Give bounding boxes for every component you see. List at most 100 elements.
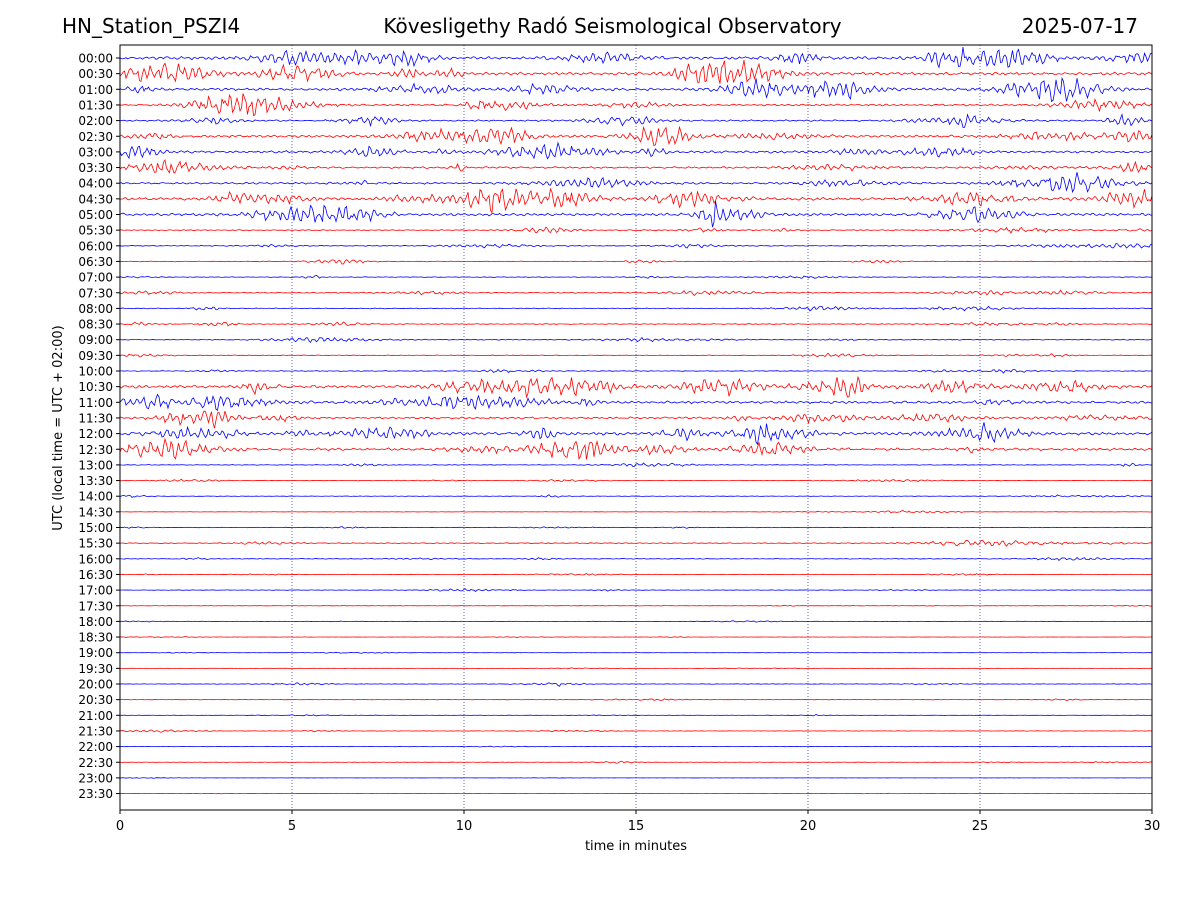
x-tick-label: 5 (288, 819, 296, 834)
y-tick-label: 12:00 (78, 427, 113, 441)
trace-line (119, 698, 1153, 701)
trace-line (119, 59, 1153, 84)
y-axis-label: UTC (local time = UTC + 02:00) (51, 325, 66, 530)
trace-line (119, 556, 1153, 562)
x-tick-label: 0 (116, 819, 124, 834)
y-tick-label: 07:30 (78, 286, 113, 300)
y-tick-label: 09:00 (78, 333, 113, 347)
y-tick-label: 12:30 (78, 443, 113, 457)
trace-line (119, 275, 1153, 279)
trace-line (119, 682, 1153, 687)
trace-line (119, 226, 1153, 234)
trace-line (119, 510, 1153, 514)
y-tick-label: 07:00 (78, 271, 113, 285)
station-name: HN_Station_PSZI4 (62, 14, 241, 38)
trace-line (119, 636, 1153, 638)
trace-line (119, 243, 1153, 249)
y-tick-label: 23:00 (78, 771, 113, 785)
y-tick-label: 08:30 (78, 318, 113, 332)
y-tick-label: 23:30 (78, 787, 113, 801)
trace-line (119, 113, 1153, 128)
trace-line (119, 667, 1153, 670)
trace-line (119, 588, 1153, 592)
y-tick-label: 20:00 (78, 678, 113, 692)
trace-line (119, 393, 1153, 411)
y-tick-label: 05:00 (78, 208, 113, 222)
vertical-grid (291, 45, 981, 810)
trace-line (119, 620, 1153, 623)
y-tick-label: 03:00 (78, 145, 113, 159)
trace-line (119, 47, 1153, 69)
y-tick-label: 18:00 (78, 615, 113, 629)
trace-line (119, 539, 1153, 547)
trace-line (119, 321, 1153, 327)
y-tick-label: 17:30 (78, 599, 113, 613)
trace-line (119, 289, 1153, 297)
trace-line (119, 760, 1153, 764)
y-tick-label: 01:30 (78, 98, 113, 112)
y-tick-label: 22:00 (78, 740, 113, 754)
trace-line (119, 187, 1153, 214)
y-tick-label: 18:30 (78, 631, 113, 645)
trace-line (119, 745, 1153, 748)
trace-line (119, 526, 1153, 529)
y-tick-label: 00:30 (78, 67, 113, 81)
trace-line (119, 259, 1153, 265)
trace-line (119, 437, 1153, 461)
y-tick-label: 04:30 (78, 192, 113, 206)
trace-line (119, 93, 1153, 117)
y-tick-label: 13:00 (78, 458, 113, 472)
y-tick-label: 10:30 (78, 380, 113, 394)
y-tick-label: 01:00 (78, 83, 113, 97)
trace-line (119, 777, 1153, 779)
y-tick-label: 14:30 (78, 505, 113, 519)
x-tick-label: 25 (972, 819, 989, 834)
y-tick-label: 16:00 (78, 552, 113, 566)
y-tick-label: 21:30 (78, 724, 113, 738)
trace-line (119, 352, 1153, 358)
y-tick-label: 20:30 (78, 693, 113, 707)
trace-line (119, 714, 1153, 717)
chart-date: 2025-07-17 (1021, 14, 1138, 38)
y-tick-label: 10:00 (78, 365, 113, 379)
x-tick-label: 10 (456, 819, 473, 834)
x-tick-label: 30 (1144, 819, 1161, 834)
y-tick-label: 02:30 (78, 130, 113, 144)
trace-line (119, 604, 1153, 607)
y-tick-label: 11:00 (78, 396, 113, 410)
y-tick-label: 15:30 (78, 537, 113, 551)
y-tick-label: 03:30 (78, 161, 113, 175)
trace-line (119, 375, 1153, 399)
y-tick-label: 06:00 (78, 239, 113, 253)
trace-line (119, 125, 1153, 147)
y-tick-label: 09:30 (78, 349, 113, 363)
x-axis-label: time in minutes (585, 839, 687, 854)
y-tick-label: 13:30 (78, 474, 113, 488)
observatory-title: Kövesligethy Radó Seismological Observat… (383, 14, 842, 38)
y-tick-label: 15:00 (78, 521, 113, 535)
seismic-traces (119, 47, 1153, 795)
y-tick-label: 08:00 (78, 302, 113, 316)
trace-line (119, 422, 1153, 446)
y-tick-label: 16:30 (78, 568, 113, 582)
y-tick-label: 04:00 (78, 177, 113, 191)
trace-line (119, 478, 1153, 483)
trace-line (119, 76, 1153, 103)
y-tick-label: 21:00 (78, 709, 113, 723)
y-tick-label: 17:00 (78, 584, 113, 598)
y-tick-label: 19:00 (78, 646, 113, 660)
trace-line (119, 158, 1153, 174)
y-tick-label: 11:30 (78, 411, 113, 425)
y-tick-label: 06:30 (78, 255, 113, 269)
trace-line (119, 494, 1153, 498)
trace-line (119, 368, 1153, 374)
y-tick-label: 14:00 (78, 490, 113, 504)
y-tick-label: 19:30 (78, 662, 113, 676)
trace-line (119, 336, 1153, 344)
x-tick-label: 20 (800, 819, 817, 834)
trace-line (119, 729, 1153, 733)
y-tick-label: 05:30 (78, 224, 113, 238)
trace-line (119, 141, 1153, 160)
